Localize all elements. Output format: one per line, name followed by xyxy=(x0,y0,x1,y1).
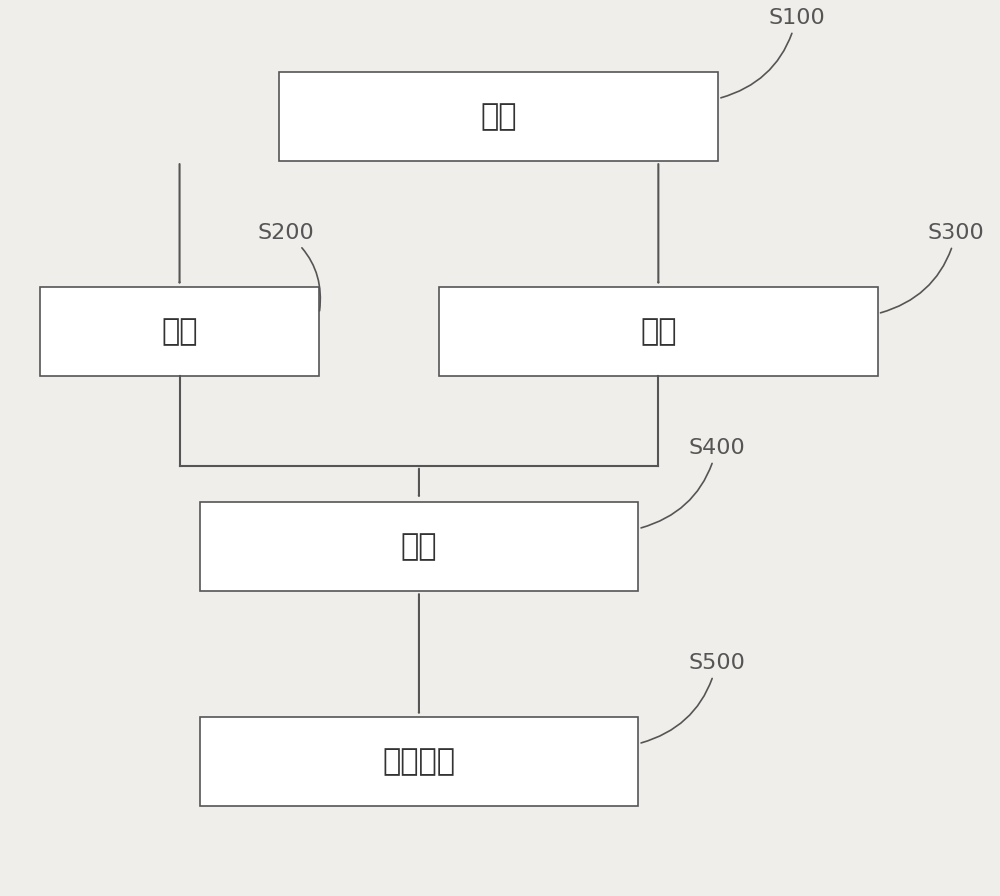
Text: 碱解: 碱解 xyxy=(640,317,677,346)
Text: 离子交换: 离子交换 xyxy=(382,747,455,776)
Text: 中和: 中和 xyxy=(401,532,437,561)
Text: S400: S400 xyxy=(641,438,745,528)
Text: S200: S200 xyxy=(257,223,320,311)
Text: 酸解: 酸解 xyxy=(161,317,198,346)
FancyBboxPatch shape xyxy=(279,72,718,161)
Text: S500: S500 xyxy=(641,653,745,743)
FancyBboxPatch shape xyxy=(200,502,638,591)
FancyBboxPatch shape xyxy=(40,287,319,376)
Text: S300: S300 xyxy=(880,223,984,313)
FancyBboxPatch shape xyxy=(439,287,878,376)
FancyBboxPatch shape xyxy=(200,717,638,806)
Text: 配矿: 配矿 xyxy=(480,102,517,131)
Text: S100: S100 xyxy=(721,8,825,98)
